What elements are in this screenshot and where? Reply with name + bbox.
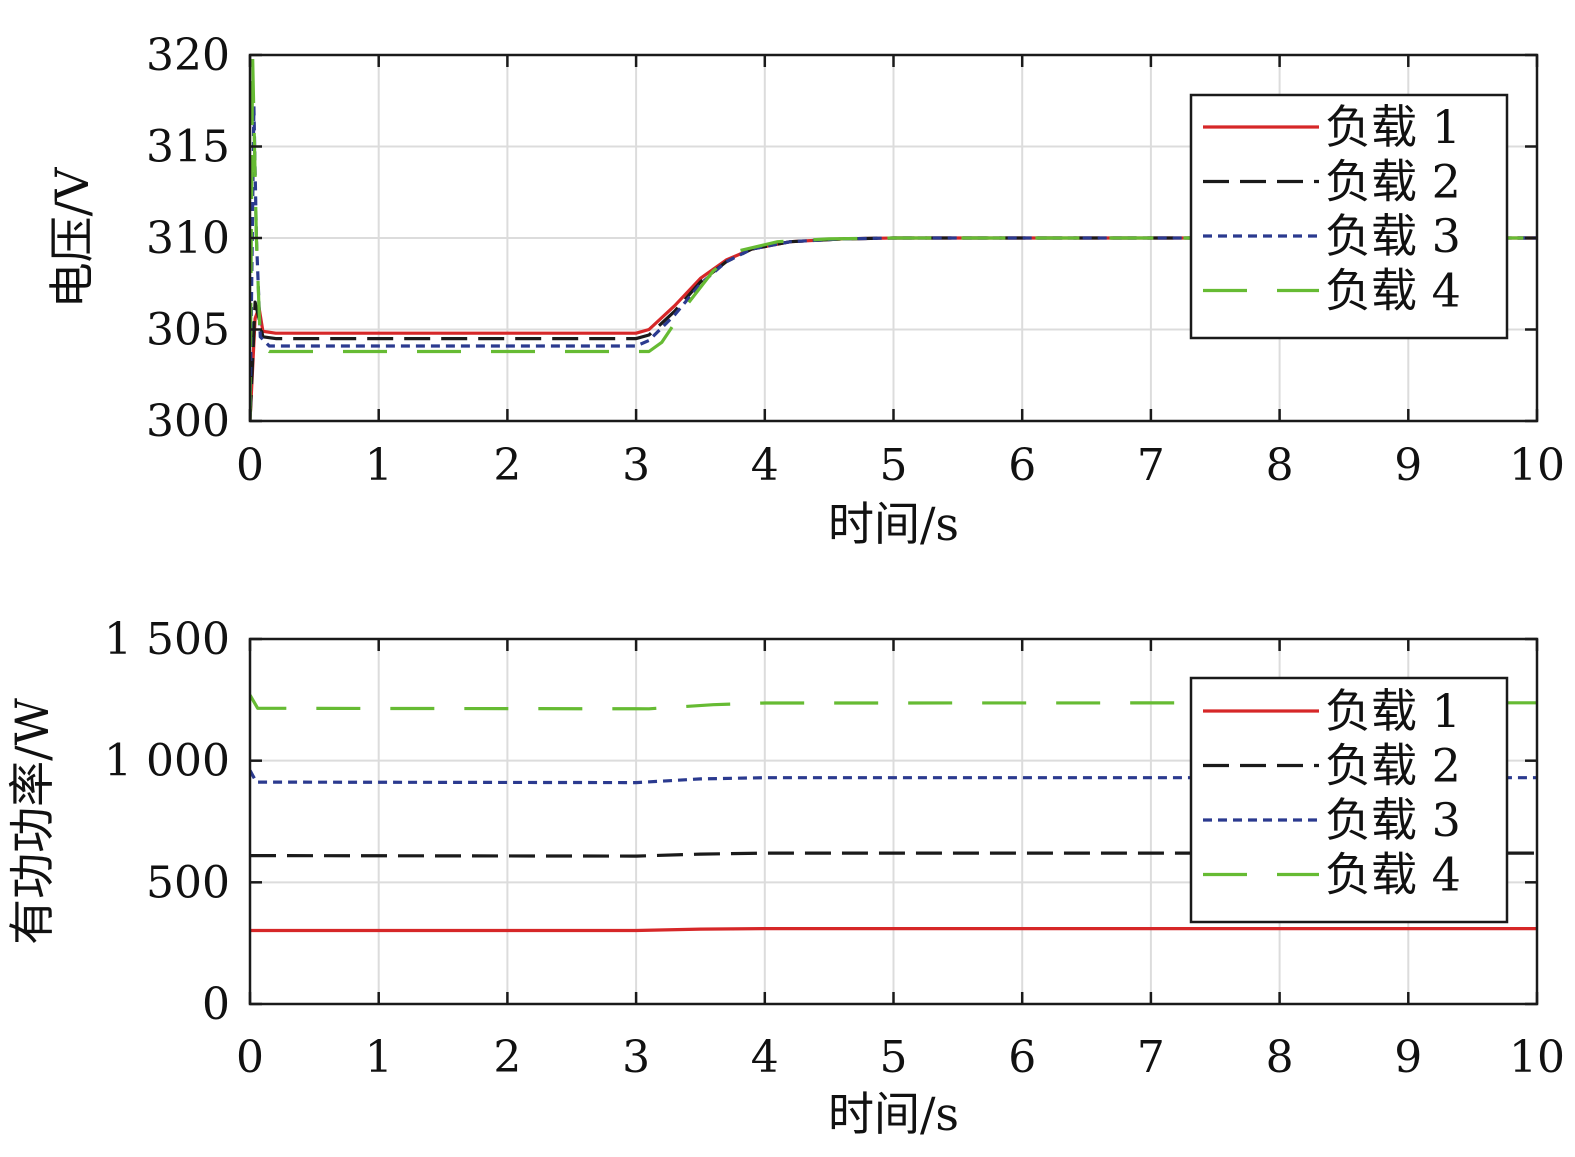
x-tick-label: 8: [1266, 1032, 1294, 1083]
y-axis-label: 电压/V: [45, 167, 99, 308]
y-tick-label: 1 500: [104, 614, 230, 665]
series-line-load-3: [250, 104, 1537, 422]
x-tick-label: 5: [880, 440, 908, 491]
x-tick-label: 9: [1394, 440, 1422, 491]
legend-label-load-3: 负载 3: [1325, 209, 1461, 263]
y-tick-label: 1 000: [104, 736, 230, 787]
y-tick-label: 500: [146, 857, 230, 908]
x-tick-label: 1: [365, 440, 393, 491]
legend: 负载 1负载 2负载 3负载 4: [1189, 676, 1509, 924]
x-tick-label: 6: [1008, 440, 1036, 491]
x-tick-label: 4: [751, 440, 779, 491]
x-tick-label: 9: [1394, 1032, 1422, 1083]
x-tick-label: 7: [1137, 440, 1165, 491]
legend-label-load-2: 负载 2: [1325, 739, 1461, 793]
legend-label-load-2: 负载 2: [1325, 155, 1461, 209]
x-tick-label: 3: [622, 440, 650, 491]
series-group: [250, 694, 1537, 933]
x-tick-label: 2: [493, 1032, 521, 1083]
legend-label-load-3: 负载 3: [1325, 793, 1461, 847]
x-tick-label: 10: [1509, 1032, 1565, 1083]
x-tick-label: 3: [622, 1032, 650, 1083]
x-tick-label: 0: [236, 1032, 264, 1083]
x-tick-label: 2: [493, 440, 521, 491]
y-tick-label: 310: [146, 213, 230, 264]
series-line-load-2: [250, 851, 1537, 858]
x-tick-label: 4: [751, 1032, 779, 1083]
x-tick-label: 10: [1509, 440, 1565, 491]
series-group: [250, 53, 1537, 422]
legend-label-load-1: 负载 1: [1325, 100, 1461, 154]
x-axis-label: 时间/s: [828, 497, 959, 551]
legend-box: [1189, 676, 1509, 924]
legend: 负载 1负载 2负载 3负载 4: [1189, 93, 1509, 340]
x-tick-label: 1: [365, 1032, 393, 1083]
x-tick-label: 7: [1137, 1032, 1165, 1083]
x-tick-label: 0: [236, 440, 264, 491]
y-axis-label: 有功功率/W: [5, 697, 59, 944]
x-tick-label: 8: [1266, 440, 1294, 491]
legend-label-load-1: 负载 1: [1325, 684, 1461, 738]
series-line-load-3: [250, 769, 1537, 785]
series-line-load-4: [250, 694, 1537, 711]
y-tick-label: 0: [202, 979, 230, 1030]
legend-label-load-4: 负载 4: [1325, 264, 1461, 318]
y-tick-label: 315: [146, 122, 230, 173]
y-tick-label: 305: [146, 305, 230, 356]
x-tick-label: 5: [880, 1032, 908, 1083]
series-line-load-4: [250, 53, 1537, 422]
y-tick-label: 300: [146, 396, 230, 447]
x-axis-label: 时间/s: [828, 1087, 959, 1141]
series-line-load-1: [250, 927, 1537, 933]
power-chart-panel: 0 1 2 3 4 5 6 7 8 9 10 0 500 1 000 1 500 时间/s 有功功率/W 负载 1…: [5, 614, 1565, 1141]
x-tick-label: 6: [1008, 1032, 1036, 1083]
legend-label-load-4: 负载 4: [1325, 848, 1461, 902]
legend-box: [1189, 93, 1509, 340]
y-tick-label: 320: [146, 30, 230, 81]
